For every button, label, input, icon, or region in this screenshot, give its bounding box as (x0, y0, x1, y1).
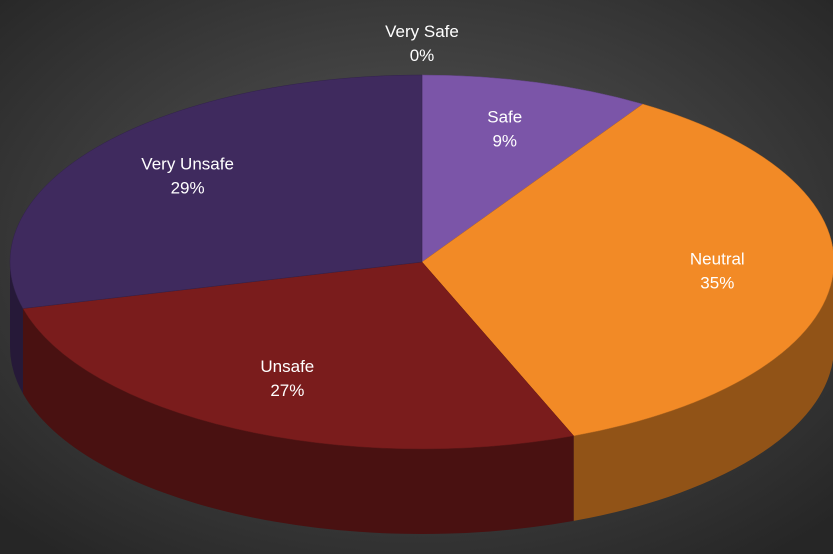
pie-tops (9, 74, 833, 450)
pie-side (10, 262, 23, 394)
label-value: 0% (410, 46, 435, 65)
data-label: Safe 9% (487, 108, 522, 151)
pie-side (573, 274, 833, 521)
label-name: Neutral (690, 250, 745, 269)
label-value: 9% (492, 132, 517, 151)
data-labels: Very Safe 0% Safe 9% Neutral 35% Unsafe 27% Very… (141, 22, 744, 400)
label-name: Very Safe (385, 22, 459, 41)
pie-slice (22, 261, 575, 450)
label-name: Safe (487, 108, 522, 127)
data-label: Neutral 35% (690, 250, 745, 293)
label-value: 35% (700, 274, 734, 293)
pie-side (22, 308, 574, 534)
label-value: 27% (270, 381, 304, 400)
label-name: Unsafe (260, 357, 314, 376)
pie-slice (421, 74, 644, 263)
data-label: Unsafe 27% (260, 357, 314, 400)
pie-sides (10, 262, 833, 534)
label-name: Very Unsafe (141, 154, 234, 173)
pie-slice (421, 103, 833, 437)
label-value: 29% (171, 178, 205, 197)
data-label: Very Safe 0% (385, 22, 459, 65)
pie-slice (9, 74, 423, 309)
data-label: Very Unsafe 29% (141, 154, 234, 197)
